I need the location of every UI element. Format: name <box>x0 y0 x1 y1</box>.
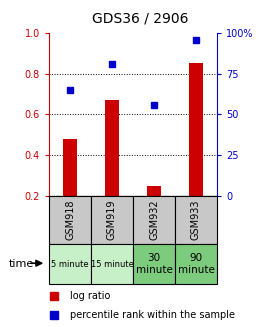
Text: GSM933: GSM933 <box>191 200 201 240</box>
Text: log ratio: log ratio <box>70 291 110 301</box>
Bar <box>63 139 77 196</box>
Bar <box>175 196 217 244</box>
Text: GSM919: GSM919 <box>107 200 117 240</box>
Bar <box>133 244 175 284</box>
Text: 90
minute: 90 minute <box>178 253 214 275</box>
Bar <box>175 244 217 284</box>
Bar <box>147 186 161 196</box>
Bar <box>49 244 91 284</box>
Bar <box>49 196 91 244</box>
Text: 5 minute: 5 minute <box>51 260 89 268</box>
Text: percentile rank within the sample: percentile rank within the sample <box>70 310 235 320</box>
Bar <box>133 196 175 244</box>
Text: GSM932: GSM932 <box>149 199 159 240</box>
Bar <box>105 100 119 196</box>
Bar <box>91 244 133 284</box>
Text: 15 minute: 15 minute <box>90 260 134 268</box>
Bar <box>91 196 133 244</box>
Bar <box>189 63 203 196</box>
Text: 30
minute: 30 minute <box>136 253 172 275</box>
Text: time: time <box>8 259 34 269</box>
Text: GSM918: GSM918 <box>65 200 75 240</box>
Text: GDS36 / 2906: GDS36 / 2906 <box>92 11 188 26</box>
